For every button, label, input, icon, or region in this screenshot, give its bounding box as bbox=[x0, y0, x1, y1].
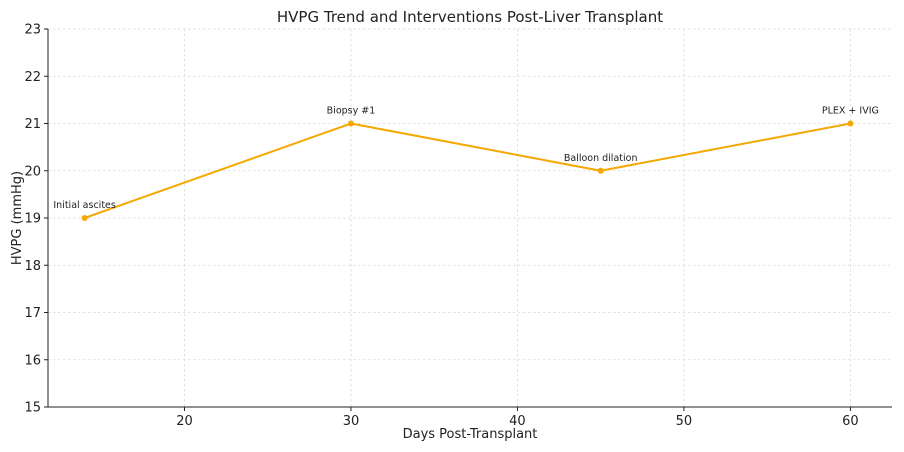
x-tick-label: 20 bbox=[176, 414, 193, 429]
y-tick-label: 15 bbox=[24, 401, 41, 416]
x-tick-label: 40 bbox=[509, 414, 526, 429]
annotation-label: Biopsy #1 bbox=[327, 106, 376, 117]
y-tick-label: 18 bbox=[24, 259, 41, 274]
y-tick-label: 19 bbox=[24, 212, 41, 227]
series-line bbox=[84, 122, 851, 219]
y-tick-label: 22 bbox=[24, 70, 41, 85]
x-axis-label: Days Post-Transplant bbox=[403, 427, 538, 442]
annotation-label: Balloon dilation bbox=[564, 153, 638, 164]
data-point bbox=[81, 215, 88, 221]
data-point bbox=[847, 120, 854, 127]
y-tick-label: 21 bbox=[24, 117, 41, 132]
x-axis-ticks: 20 30 40 50 60 bbox=[176, 407, 859, 429]
y-tick-label: 23 bbox=[24, 23, 41, 38]
data-point bbox=[597, 167, 604, 174]
annotations: Initial ascites Biopsy #1 Balloon dilation… bbox=[53, 106, 878, 212]
data-series bbox=[81, 120, 854, 221]
y-tick-label: 17 bbox=[24, 306, 41, 321]
x-tick-label: 50 bbox=[676, 414, 693, 429]
data-point bbox=[347, 120, 354, 127]
chart-title: HVPG Trend and Interventions Post-Liver … bbox=[277, 8, 663, 26]
x-tick-label: 60 bbox=[842, 414, 859, 429]
y-tick-label: 16 bbox=[24, 353, 41, 368]
annotation-label: PLEX + IVIG bbox=[822, 106, 879, 117]
y-axis-label: HVPG (mmHg) bbox=[10, 171, 25, 265]
annotation-label: Initial ascites bbox=[53, 200, 116, 211]
y-tick-label: 20 bbox=[24, 164, 41, 179]
y-axis-ticks: 15 16 17 18 19 20 21 22 23 bbox=[24, 23, 48, 416]
grid-lines bbox=[48, 28, 892, 408]
x-tick-label: 30 bbox=[343, 414, 360, 429]
